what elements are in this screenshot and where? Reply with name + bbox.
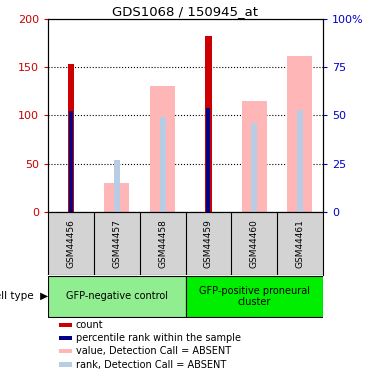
Bar (59, 349, 72, 354)
Text: count: count (76, 320, 103, 330)
Bar (150, 86, 175, 212)
Text: GSM44459: GSM44459 (204, 219, 213, 268)
Text: rank, Detection Call = ABSENT: rank, Detection Call = ABSENT (76, 360, 226, 370)
Bar (160, 117, 165, 212)
Text: cell type  ▶: cell type ▶ (0, 291, 48, 302)
Bar (186, 276, 323, 317)
Bar (287, 56, 312, 212)
Text: GSM44460: GSM44460 (250, 219, 259, 268)
Text: GSM44456: GSM44456 (67, 219, 76, 268)
Bar (206, 108, 210, 212)
Bar (59, 322, 72, 327)
Bar (297, 110, 303, 212)
Bar (104, 183, 129, 212)
Text: percentile rank within the sample: percentile rank within the sample (76, 333, 241, 343)
Bar (242, 101, 267, 212)
Bar (48, 276, 186, 317)
Text: GSM44461: GSM44461 (295, 219, 304, 268)
Bar (205, 36, 211, 212)
Bar (114, 160, 120, 212)
Bar (68, 64, 74, 212)
Text: GFP-positive proneural
cluster: GFP-positive proneural cluster (198, 286, 310, 307)
Text: GFP-negative control: GFP-negative control (66, 291, 168, 302)
Bar (59, 336, 72, 340)
Text: GSM44458: GSM44458 (158, 219, 167, 268)
Text: GSM44457: GSM44457 (112, 219, 121, 268)
Text: value, Detection Call = ABSENT: value, Detection Call = ABSENT (76, 346, 231, 356)
Bar (69, 111, 73, 212)
Bar (251, 123, 257, 212)
Bar (59, 363, 72, 367)
Title: GDS1068 / 150945_at: GDS1068 / 150945_at (112, 4, 259, 18)
